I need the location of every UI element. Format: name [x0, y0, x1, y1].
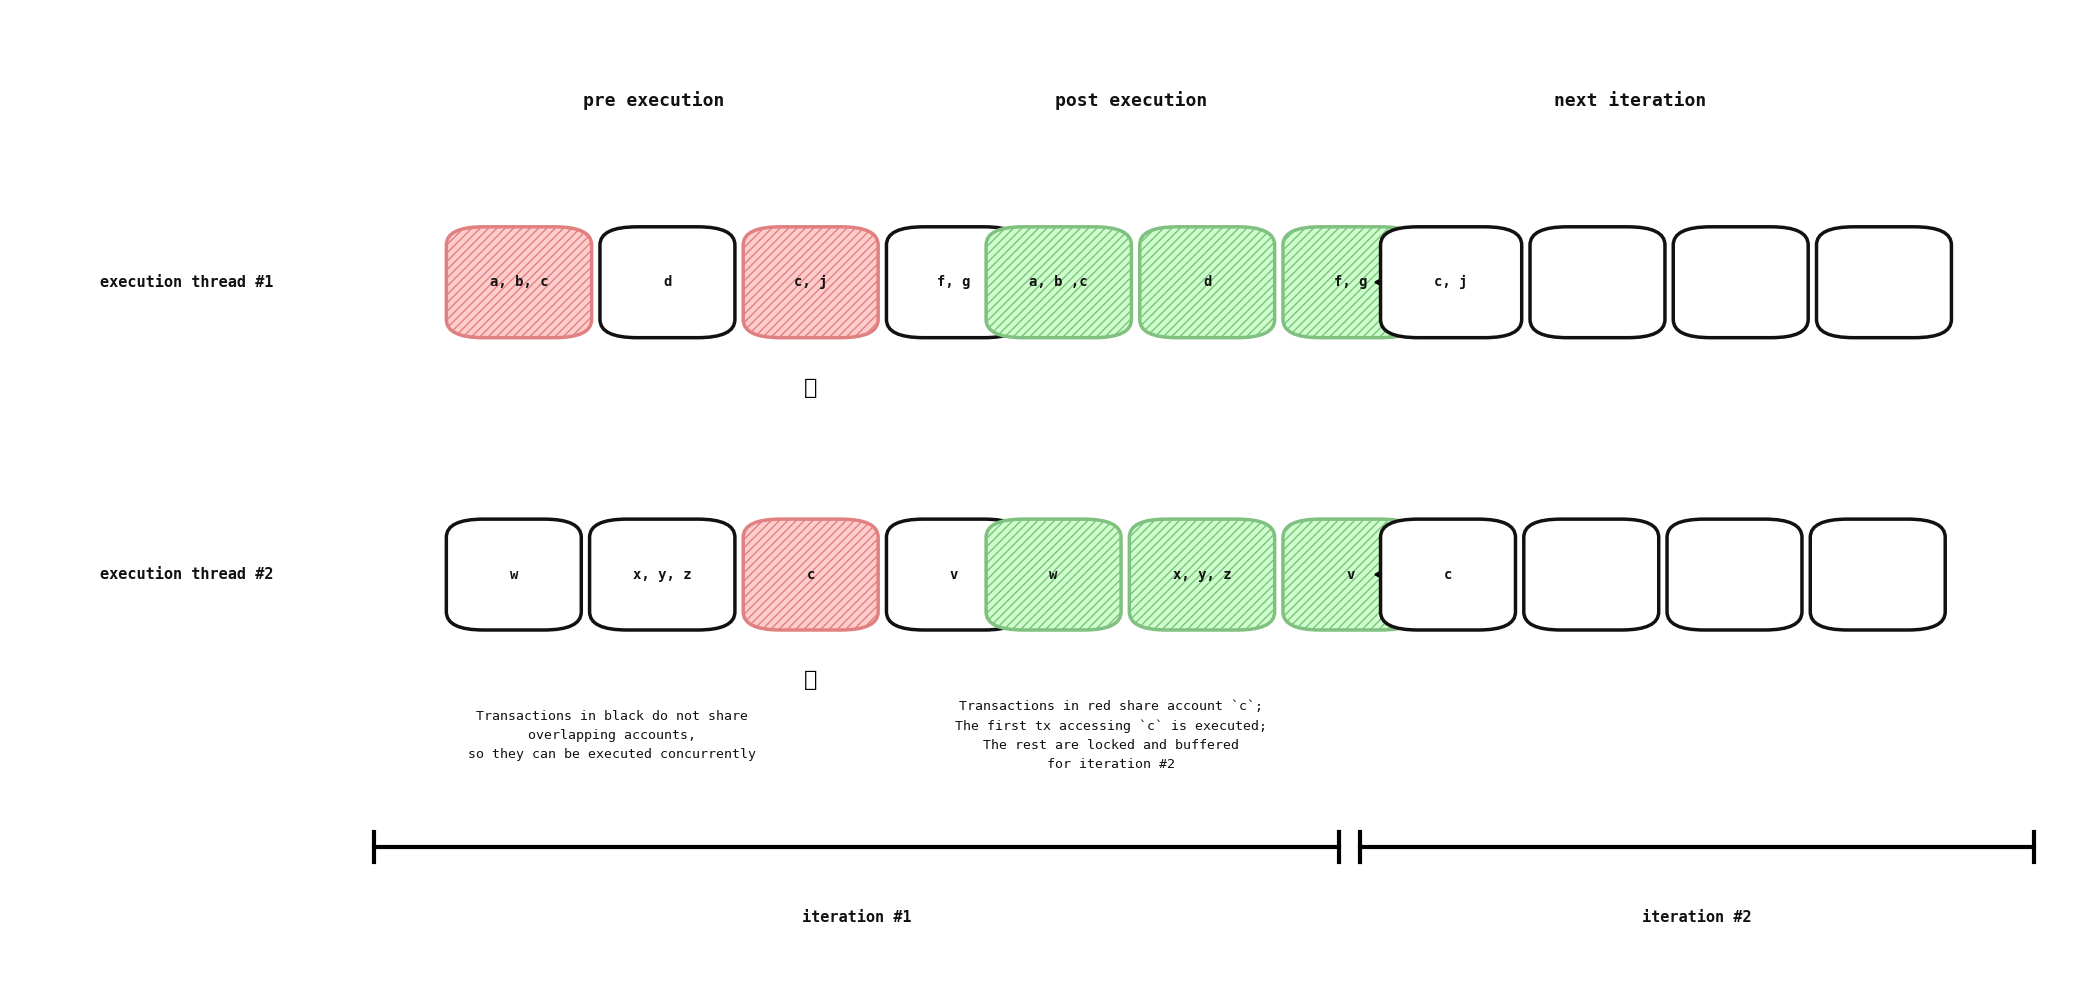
- Text: 🔒: 🔒: [803, 670, 818, 690]
- Text: iteration #2: iteration #2: [1642, 910, 1752, 924]
- FancyBboxPatch shape: [986, 227, 1131, 338]
- FancyBboxPatch shape: [1140, 227, 1275, 338]
- Text: x, y, z: x, y, z: [1173, 568, 1231, 582]
- FancyBboxPatch shape: [1667, 519, 1802, 630]
- Text: v: v: [1345, 568, 1356, 582]
- FancyBboxPatch shape: [590, 519, 735, 630]
- Text: execution thread #1: execution thread #1: [100, 275, 274, 289]
- Text: v: v: [949, 568, 959, 582]
- Text: f, g: f, g: [1333, 275, 1368, 289]
- Text: c: c: [1443, 568, 1453, 582]
- FancyBboxPatch shape: [1283, 519, 1418, 630]
- Text: c, j: c, j: [793, 275, 828, 289]
- FancyBboxPatch shape: [1673, 227, 1808, 338]
- FancyBboxPatch shape: [1524, 519, 1659, 630]
- FancyBboxPatch shape: [1129, 519, 1275, 630]
- FancyBboxPatch shape: [600, 227, 735, 338]
- Text: Transactions in black do not share
overlapping accounts,
so they can be executed: Transactions in black do not share overl…: [469, 711, 756, 761]
- Text: x, y, z: x, y, z: [633, 568, 691, 582]
- Text: 🔒: 🔒: [803, 378, 818, 398]
- Text: next iteration: next iteration: [1553, 92, 1706, 110]
- Text: c: c: [805, 568, 816, 582]
- Text: post execution: post execution: [1055, 92, 1208, 110]
- FancyBboxPatch shape: [1381, 519, 1515, 630]
- FancyBboxPatch shape: [1530, 227, 1665, 338]
- FancyBboxPatch shape: [446, 519, 581, 630]
- Text: a, b ,c: a, b ,c: [1030, 275, 1088, 289]
- Text: execution thread #2: execution thread #2: [100, 568, 274, 582]
- Text: d: d: [1202, 275, 1212, 289]
- Text: Transactions in red share account `c`;
The first tx accessing `c` is executed;
T: Transactions in red share account `c`; T…: [955, 701, 1266, 771]
- FancyBboxPatch shape: [1816, 227, 1951, 338]
- Text: w: w: [509, 568, 519, 582]
- FancyBboxPatch shape: [743, 519, 878, 630]
- FancyBboxPatch shape: [986, 519, 1121, 630]
- Text: w: w: [1048, 568, 1059, 582]
- FancyBboxPatch shape: [1381, 227, 1522, 338]
- FancyBboxPatch shape: [743, 227, 878, 338]
- FancyBboxPatch shape: [886, 227, 1021, 338]
- Text: d: d: [662, 275, 673, 289]
- Text: iteration #1: iteration #1: [801, 910, 911, 924]
- FancyBboxPatch shape: [446, 227, 592, 338]
- Text: c, j: c, j: [1435, 275, 1468, 289]
- Text: a, b, c: a, b, c: [490, 275, 548, 289]
- FancyBboxPatch shape: [886, 519, 1021, 630]
- Text: pre execution: pre execution: [583, 92, 725, 110]
- FancyBboxPatch shape: [1283, 227, 1418, 338]
- FancyBboxPatch shape: [1810, 519, 1945, 630]
- Text: f, g: f, g: [936, 275, 972, 289]
